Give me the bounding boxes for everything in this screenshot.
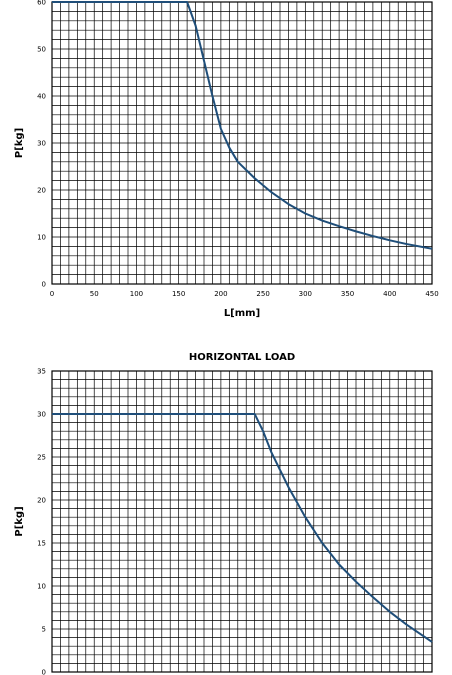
- x-tick-label: 400: [383, 290, 396, 298]
- y-tick-label: 20: [37, 187, 46, 195]
- y-tick-label: 5: [42, 626, 46, 634]
- chart-title: HORIZONTAL LOAD: [189, 352, 295, 363]
- y-tick-label: 10: [37, 583, 46, 591]
- y-tick-label: 30: [37, 411, 46, 419]
- x-tick-label: 100: [130, 290, 143, 298]
- horizontal-load-chart: HORIZONTAL LOAD 0 5 10 15 20 25 30 35 P[kg]: [14, 352, 433, 675]
- y-tick-label: 30: [37, 140, 46, 148]
- x-tick-label: 250: [256, 290, 269, 298]
- x-tick-label: 300: [299, 290, 312, 298]
- y-axis-label: P[kg]: [14, 128, 25, 158]
- x-tick-label: 150: [172, 290, 185, 298]
- plot-frame: [51, 1, 433, 285]
- grid: [51, 370, 433, 673]
- x-tick-label: 350: [341, 290, 354, 298]
- y-tick-label: 35: [37, 368, 46, 376]
- y-tick-label: 40: [37, 93, 46, 101]
- x-tick-label: 50: [90, 290, 99, 298]
- series-line: [52, 1, 433, 250]
- plot-frame: [51, 370, 433, 673]
- x-axis-label: L[mm]: [224, 308, 260, 319]
- y-tick-label: 20: [37, 497, 46, 505]
- y-tick-label: 0: [42, 281, 46, 289]
- load-chart-1: 0 10 20 30 40 50 60 0 50 100 150 200 250 300 350 400 450…: [14, 0, 439, 319]
- grid: [51, 1, 433, 285]
- y-tick-label: 0: [42, 669, 46, 675]
- x-tick-label: 450: [425, 290, 438, 298]
- y-tick-label: 25: [37, 454, 46, 462]
- x-tick-label: 200: [214, 290, 227, 298]
- series-line: [52, 413, 433, 643]
- y-tick-label: 15: [37, 540, 46, 548]
- x-tick-label: 0: [50, 290, 54, 298]
- y-axis-label: P[kg]: [14, 506, 25, 536]
- y-tick-label: 10: [37, 234, 46, 242]
- y-tick-label: 50: [37, 46, 46, 54]
- y-tick-label: 60: [37, 0, 46, 7]
